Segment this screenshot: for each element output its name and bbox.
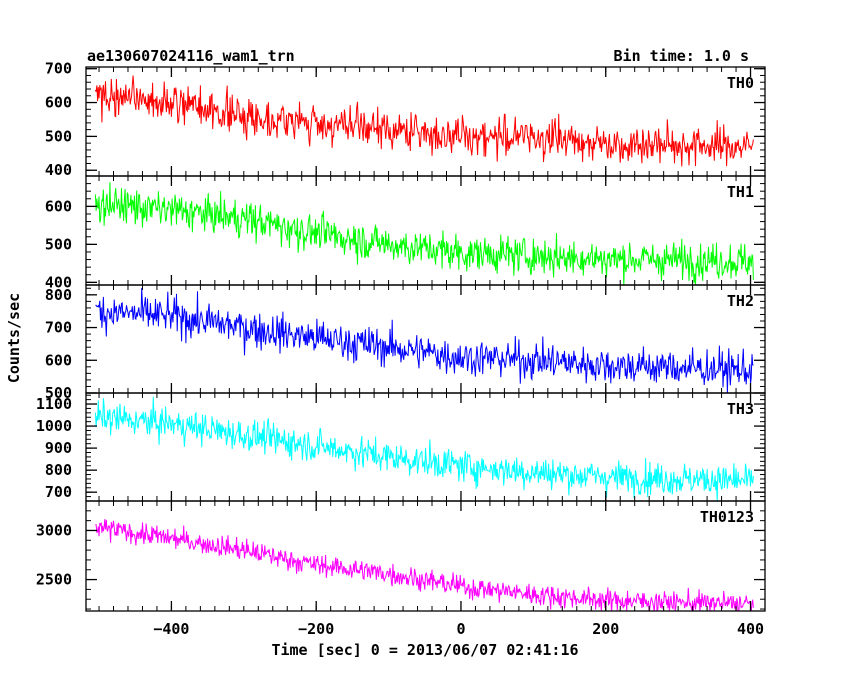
- y-tick-label: 600: [45, 94, 72, 112]
- light-curve-th3: [94, 396, 754, 501]
- panel-th0: 400 500 600 700 TH0: [45, 60, 766, 179]
- panel-frame: [85, 392, 766, 502]
- panel-frame: [85, 66, 766, 177]
- y-tick-label: 500: [45, 235, 72, 253]
- y-tick-label: 700: [45, 483, 72, 501]
- y-tick-label: 2500: [36, 571, 72, 589]
- panel-label: TH1: [727, 183, 754, 201]
- light-curve-th0123: [95, 519, 754, 611]
- light-curve-th2: [95, 287, 754, 393]
- y-tick-label: 900: [45, 439, 72, 457]
- y-tick-label: 500: [45, 384, 72, 402]
- light-curve-th1: [94, 182, 754, 285]
- x-tick-label: −200: [298, 620, 334, 638]
- x-tick-label: 0: [456, 620, 465, 638]
- panel-label: TH0: [727, 74, 754, 92]
- x-tick-label: −400: [153, 620, 189, 638]
- y-tick-label: 400: [45, 161, 72, 179]
- light-curve-th0: [94, 75, 754, 167]
- y-tick-label: 1000: [36, 417, 72, 435]
- y-tick-label: 800: [45, 286, 72, 304]
- panel-label: TH3: [727, 400, 754, 418]
- x-tick-label: 200: [592, 620, 619, 638]
- panel-th0123: 2500 3000 TH0123: [36, 500, 766, 612]
- y-tick-label: 700: [45, 319, 72, 337]
- bin-time-label: Bin time: 1.0 s: [614, 47, 749, 65]
- x-axis-label: Time [sec] 0 = 2013/06/07 02:41:16: [271, 641, 578, 659]
- y-tick-label: 1100: [36, 395, 72, 413]
- panel-frame: [85, 500, 766, 612]
- panel-frame: [85, 284, 766, 394]
- y-axis-label: Counts/sec: [5, 293, 23, 383]
- y-tick-label: 600: [45, 351, 72, 369]
- panel-th2: 500 600 700 800 TH2: [45, 284, 766, 402]
- panel-label: TH2: [727, 292, 754, 310]
- panels-group: 400 500 600 700 TH0 400 500 600 TH1 500 600 700 800 T…: [36, 60, 766, 638]
- panel-th1: 400 500 600 TH1: [45, 175, 766, 291]
- y-tick-label: 800: [45, 461, 72, 479]
- x-tick-label: 400: [737, 620, 764, 638]
- panel-label: TH0123: [700, 508, 754, 526]
- chart-title: ae130607024116_wam1_trn: [87, 47, 295, 65]
- y-tick-label: 600: [45, 197, 72, 215]
- y-tick-label: 3000: [36, 521, 72, 539]
- y-tick-label: 400: [45, 273, 72, 291]
- panel-th3: 700 800 900 1000 1100 TH3: [36, 392, 766, 502]
- y-tick-label: 700: [45, 60, 72, 78]
- y-tick-label: 500: [45, 127, 72, 145]
